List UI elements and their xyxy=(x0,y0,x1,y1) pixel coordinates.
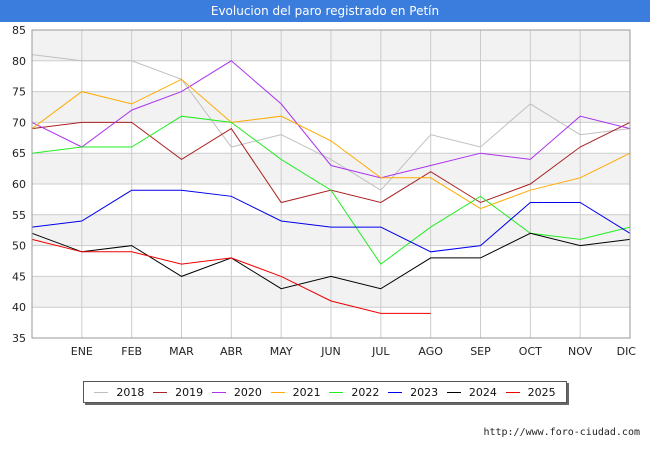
legend-swatch xyxy=(388,391,403,393)
legend-item-2022: 2022 xyxy=(329,386,379,399)
y-tick-label: 50 xyxy=(12,240,26,253)
legend-item-2019: 2019 xyxy=(153,386,203,399)
legend-item-2021: 2021 xyxy=(270,385,321,399)
legend-label: 2025 xyxy=(527,385,556,399)
legend-swatch xyxy=(329,391,344,393)
legend-label: 2024 xyxy=(468,385,497,399)
y-tick-label: 60 xyxy=(12,178,26,191)
x-tick-label: NOV xyxy=(568,345,593,358)
legend-swatch xyxy=(153,391,168,393)
x-tick-label: OCT xyxy=(519,345,542,358)
legend-label: 2019 xyxy=(175,385,204,399)
x-tick-label: FEB xyxy=(121,345,142,358)
x-tick-label: JUL xyxy=(371,345,390,358)
legend-label: 2018 xyxy=(116,385,145,399)
x-tick-label: ABR xyxy=(220,345,243,358)
legend-label: 2020 xyxy=(233,385,262,399)
legend-swatch xyxy=(211,391,226,393)
series-line-2018 xyxy=(31,54,631,191)
x-tick-label: MAR xyxy=(169,345,194,358)
y-axis-ticks: 35 40 45 50 55 60 65 70 75 80 85 xyxy=(12,24,26,345)
legend: 2018 2019 2020 2021 2022 2023 2024 2025 xyxy=(83,381,567,403)
y-tick-label: 40 xyxy=(12,301,26,314)
series-line-2020 xyxy=(31,60,631,179)
plot-frame xyxy=(31,29,631,339)
x-tick-label: AGO xyxy=(418,345,443,358)
y-tick-label: 35 xyxy=(12,332,26,345)
x-tick-label: DIC xyxy=(617,345,637,358)
y-tick-label: 55 xyxy=(12,209,26,222)
x-axis-ticks: ENE FEB MAR ABR MAY JUN JUL AGO SEP OCT NOV DIC xyxy=(71,345,637,358)
series-line-2023 xyxy=(31,189,631,253)
legend-swatch xyxy=(94,391,109,393)
series-lines xyxy=(31,54,631,314)
y-tick-label: 70 xyxy=(12,116,26,129)
series-line-2025 xyxy=(31,238,431,314)
x-tick-label: SEP xyxy=(470,345,491,358)
legend-swatch xyxy=(446,391,461,393)
legend-swatch xyxy=(270,391,285,393)
legend-swatch xyxy=(505,391,520,393)
legend-item-2023: 2023 xyxy=(388,386,438,399)
y-tick-label: 45 xyxy=(12,270,26,283)
legend-label: 2023 xyxy=(410,385,439,399)
series-line-2024 xyxy=(31,232,631,290)
y-tick-label: 65 xyxy=(12,147,26,160)
series-line-2021 xyxy=(31,78,631,210)
source-url: http://www.foro-ciudad.com xyxy=(483,427,640,438)
y-tick-label: 85 xyxy=(12,24,26,37)
legend-item-2018: 2018 xyxy=(94,386,144,399)
y-tick-label: 80 xyxy=(12,55,26,68)
legend-item-2024: 2024 xyxy=(446,385,497,399)
x-tick-label: JUN xyxy=(320,345,341,358)
legend-label: 2021 xyxy=(292,385,321,399)
legend-item-2020: 2020 xyxy=(211,385,262,399)
chart-title: Evolucion del paro registrado en Petín xyxy=(0,0,650,22)
y-tick-label: 75 xyxy=(12,86,26,99)
x-tick-label: MAY xyxy=(270,345,293,358)
legend-item-2025: 2025 xyxy=(505,385,556,399)
x-tick-label: ENE xyxy=(71,345,93,358)
legend-label: 2022 xyxy=(351,385,380,399)
